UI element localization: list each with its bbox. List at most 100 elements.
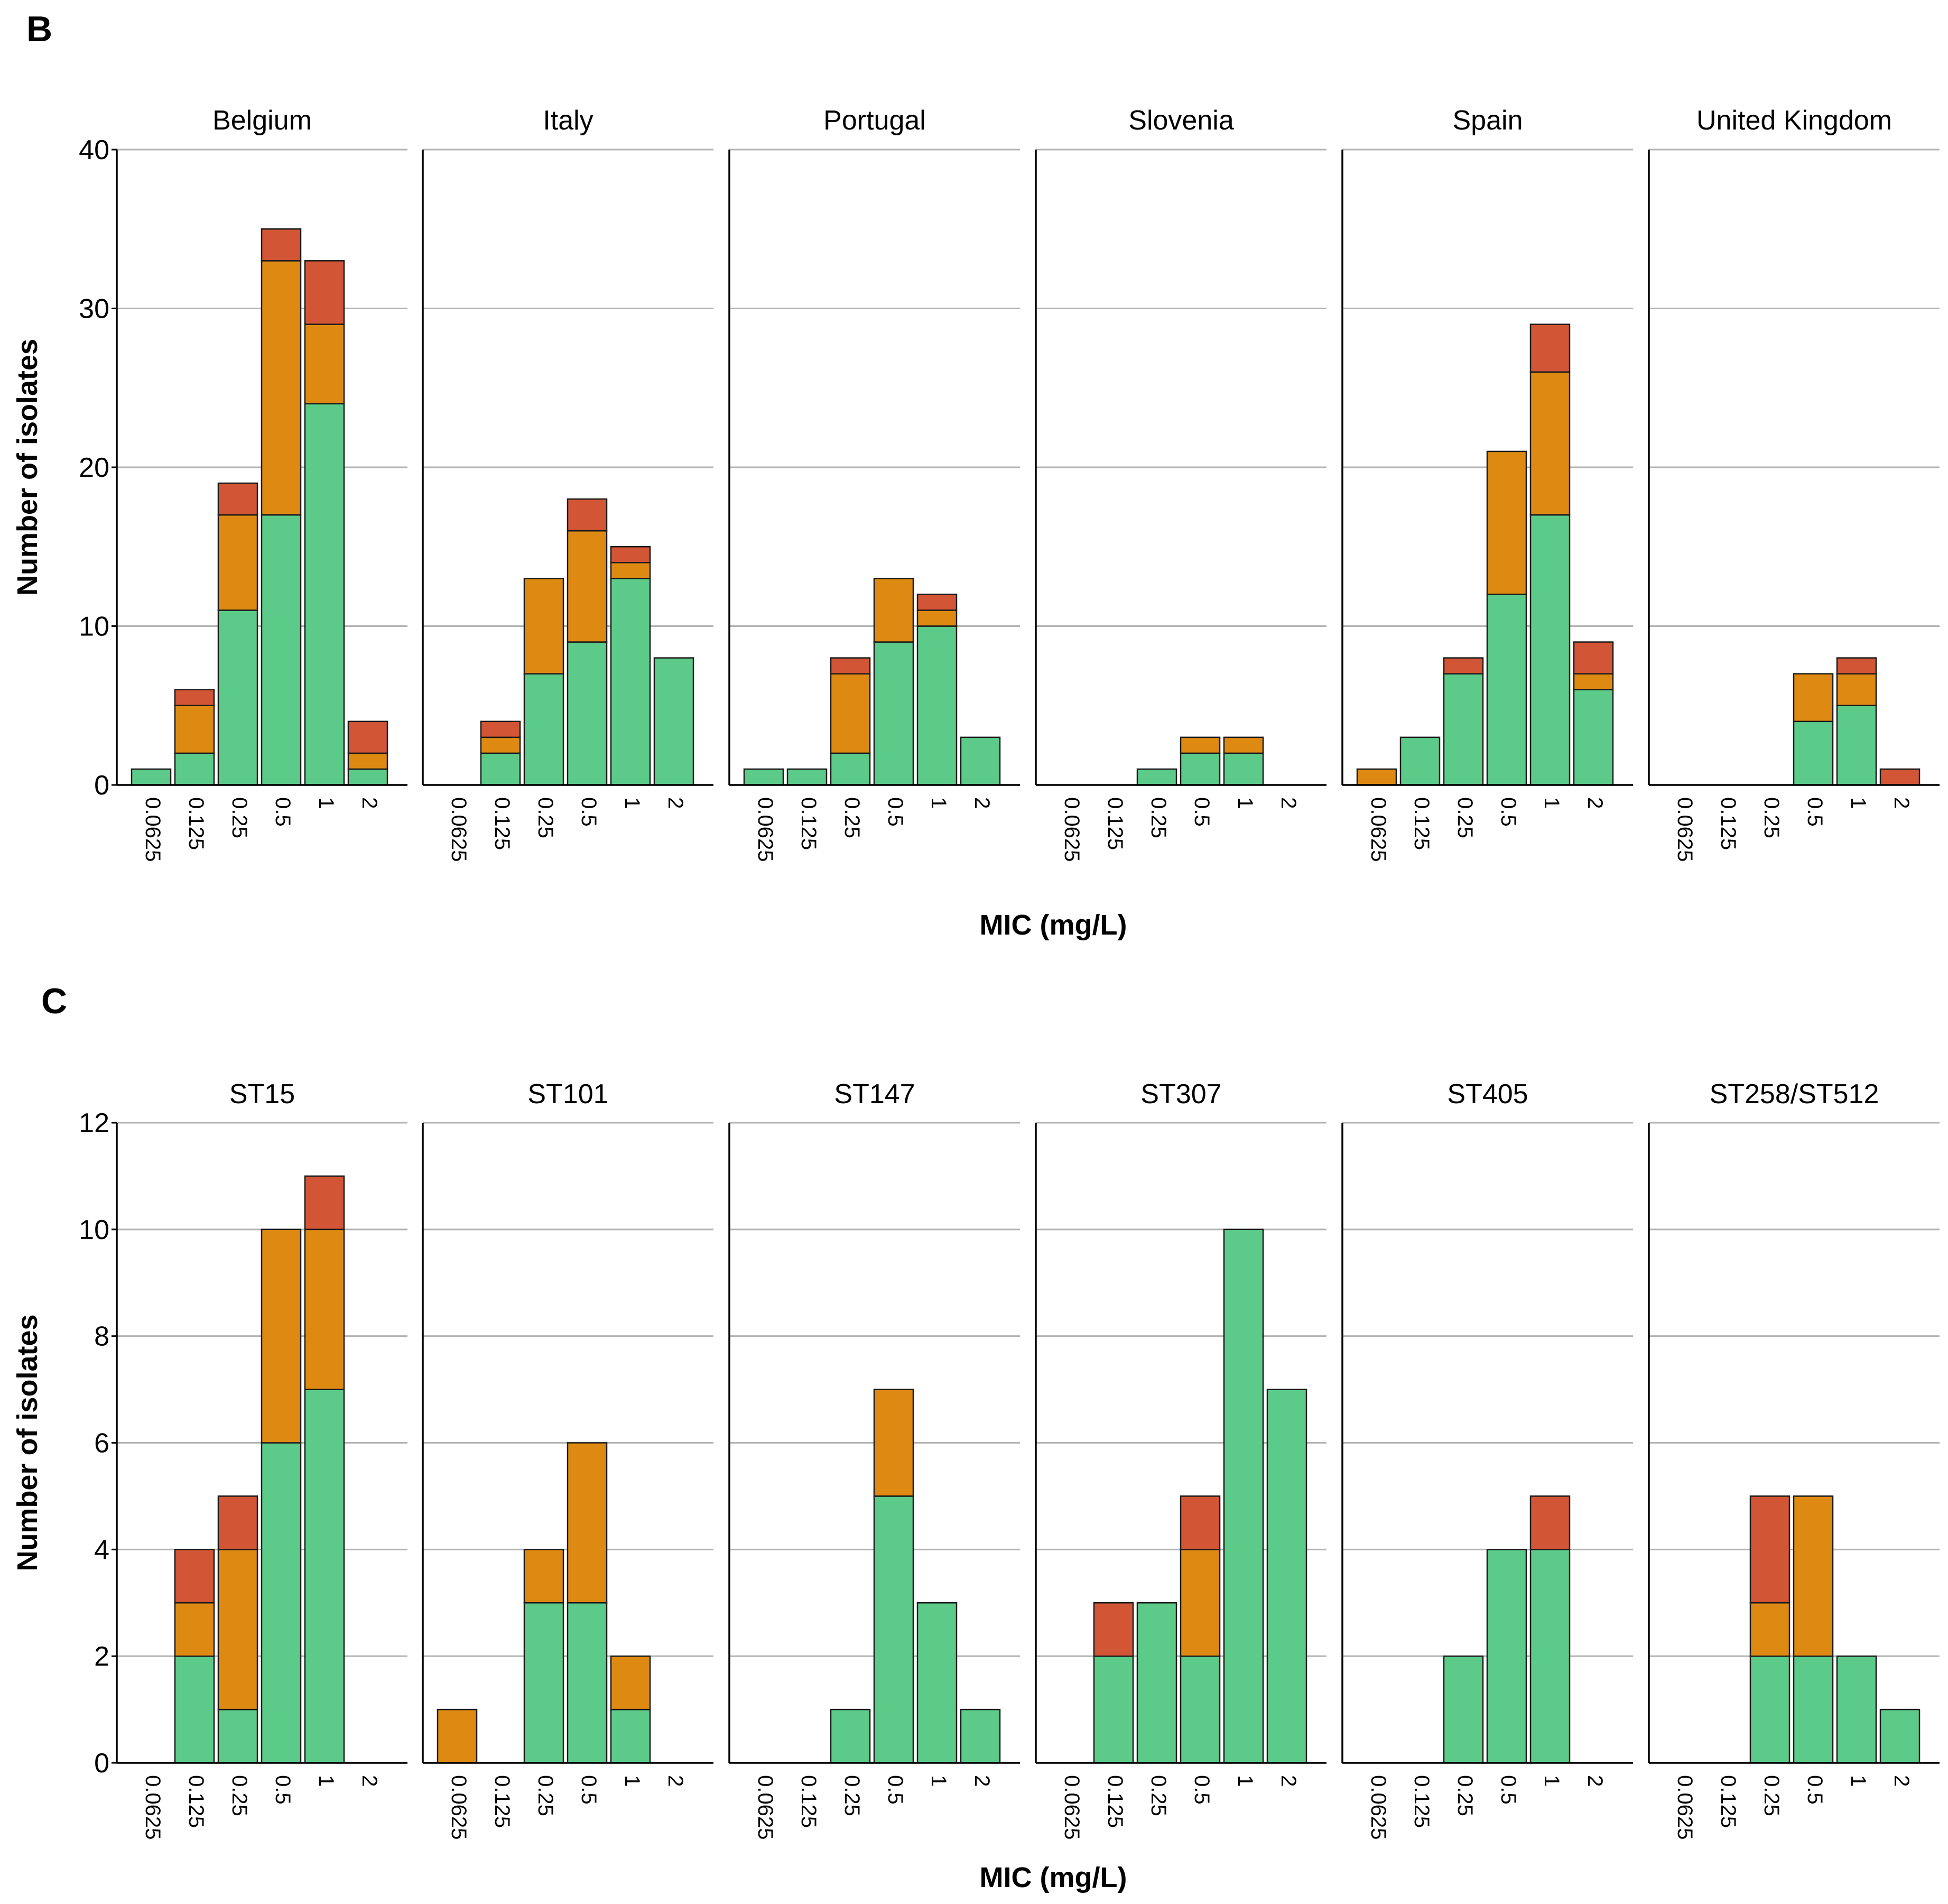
y-tick-label: 10	[79, 612, 109, 642]
bar-segment-susceptible	[873, 641, 914, 786]
x-tick-label: 1	[1847, 1775, 1870, 1787]
facet-belgium: Belgium 0.0625 0.125 0.25 0.5 1 2	[116, 105, 407, 862]
bar-segment-resistant	[217, 1495, 258, 1550]
bar-segment-susceptible	[1443, 1655, 1484, 1764]
bar-segment-resistant	[480, 720, 521, 738]
bar-segment-susceptible	[1223, 752, 1264, 786]
bar-segment-intermediate	[523, 1549, 564, 1604]
bar-segment-susceptible	[1879, 1708, 1921, 1764]
bar-segment-resistant	[610, 546, 651, 563]
y-tick-label: 8	[94, 1321, 109, 1352]
facet-st15: ST15 0.0625 0.125 0.25 0.5 1 2	[116, 1079, 407, 1840]
bar-segment-susceptible	[1180, 752, 1221, 786]
bar-segment-resistant	[1529, 324, 1571, 373]
x-tick-label: 1	[1540, 797, 1563, 809]
y-tick-label: 10	[79, 1215, 109, 1245]
bar-segment-susceptible	[261, 1442, 302, 1764]
bar-segment-susceptible	[1486, 594, 1527, 786]
bar-segment-susceptible	[217, 609, 258, 786]
bar-segment-susceptible	[1529, 514, 1571, 786]
x-tick-label: 0.0625	[1673, 797, 1696, 862]
x-tick-label: 0.0625	[754, 1775, 777, 1840]
bar-segment-susceptible	[1180, 1655, 1221, 1764]
bar-segment-susceptible	[960, 736, 1001, 786]
x-tick-label: 0.5	[1190, 797, 1213, 827]
bar-segment-susceptible	[653, 657, 694, 786]
y-tick-label: 0	[94, 1748, 109, 1779]
bar-segment-resistant	[1836, 657, 1877, 674]
bar-segment-susceptible	[1836, 705, 1877, 786]
bar-segment-susceptible	[1443, 673, 1484, 786]
x-tick-label: 0.0625	[447, 1775, 470, 1840]
x-tick-label: 0.125	[1717, 797, 1740, 850]
bar-segment-resistant	[1573, 641, 1614, 674]
facet-st147: ST147 0.0625 0.125 0.25 0.5 1 2	[728, 1079, 1020, 1840]
x-tick-label: 2	[970, 797, 994, 809]
facet-title: ST405	[1447, 1079, 1528, 1110]
x-tick-label: 1	[620, 1775, 644, 1787]
bar-segment-intermediate	[347, 752, 388, 770]
y-tick-label: 2	[94, 1641, 109, 1672]
x-tick-label: 1	[1540, 1775, 1563, 1787]
x-tick-label: 0.125	[490, 1775, 514, 1828]
x-tick-label: 0.0625	[1367, 1775, 1390, 1840]
x-tick-label: 0.5	[1497, 1775, 1520, 1805]
facet-united-kingdom: United Kingdom 0.0625 0.125 0.25 0.5 1 2	[1648, 105, 1940, 862]
bar-segment-susceptible	[261, 514, 302, 786]
x-tick-label: 2	[1890, 1775, 1913, 1787]
bar-segment-resistant	[830, 657, 871, 674]
x-tick-label: 0.25	[1147, 797, 1170, 838]
bar-segment-susceptible	[523, 1602, 564, 1764]
bar-segment-susceptible	[873, 1495, 914, 1764]
bar-segment-susceptible	[1529, 1549, 1571, 1764]
x-tick-label: 0.5	[1497, 797, 1520, 827]
bar-segment-resistant	[217, 482, 258, 516]
y-tick-label: 40	[79, 135, 109, 165]
bar-segment-susceptible	[830, 752, 871, 786]
bar-segment-intermediate	[830, 673, 871, 754]
x-tick-label: 0.25	[1453, 1775, 1477, 1816]
x-tick-label: 0.125	[797, 797, 820, 850]
bar-segment-susceptible	[567, 641, 608, 786]
x-tick-label: 0.5	[271, 1775, 294, 1805]
x-tick-label: 0.125	[797, 1775, 820, 1828]
bar-segment-intermediate	[261, 260, 302, 516]
x-tick-label: 2	[664, 1775, 687, 1787]
x-tick-label: 0.5	[271, 797, 294, 827]
x-tick-label: 0.5	[577, 1775, 600, 1805]
bar-segment-resistant	[1749, 1495, 1791, 1604]
facet-title: Spain	[1453, 105, 1523, 136]
bar-segment-intermediate	[1529, 371, 1571, 516]
bar-segment-susceptible	[830, 1708, 871, 1764]
bar-segment-intermediate	[1836, 673, 1877, 707]
facet-title: ST15	[229, 1079, 295, 1110]
bar-segment-intermediate	[1793, 1495, 1834, 1657]
x-tick-label: 0.125	[1717, 1775, 1740, 1828]
y-tick-label: 4	[94, 1535, 109, 1565]
bar-segment-intermediate	[1180, 1549, 1221, 1657]
bar-segment-susceptible	[1136, 768, 1177, 786]
facet-title: ST101	[527, 1079, 608, 1110]
bar-segment-susceptible	[174, 1655, 215, 1764]
bar-segment-intermediate	[873, 578, 914, 643]
bar-segment-intermediate	[873, 1389, 914, 1497]
facet-title: Belgium	[212, 105, 312, 136]
x-tick-label: 2	[1583, 797, 1607, 809]
facet-st307: ST307 0.0625 0.125 0.25 0.5 1 2	[1035, 1079, 1327, 1840]
bar-segment-susceptible	[916, 1602, 958, 1764]
x-tick-label: 1	[1233, 797, 1257, 809]
x-tick-label: 0.0625	[1673, 1775, 1696, 1840]
bar-segment-intermediate	[1356, 768, 1397, 786]
facet-portugal: Portugal 0.0625 0.125 0.25 0.5 1 2	[728, 105, 1020, 862]
bar-segment-intermediate	[567, 530, 608, 643]
bar-segment-susceptible	[1136, 1602, 1177, 1764]
bar-segment-resistant	[567, 498, 608, 532]
x-tick-label: 0.5	[884, 1775, 907, 1805]
bar-segment-susceptible	[1093, 1655, 1134, 1764]
bar-segment-intermediate	[217, 1549, 258, 1711]
bar-segment-resistant	[174, 1549, 215, 1604]
bar-segment-susceptible	[786, 768, 828, 786]
bar-segment-resistant	[304, 260, 345, 325]
x-tick-label: 1	[1847, 797, 1870, 809]
